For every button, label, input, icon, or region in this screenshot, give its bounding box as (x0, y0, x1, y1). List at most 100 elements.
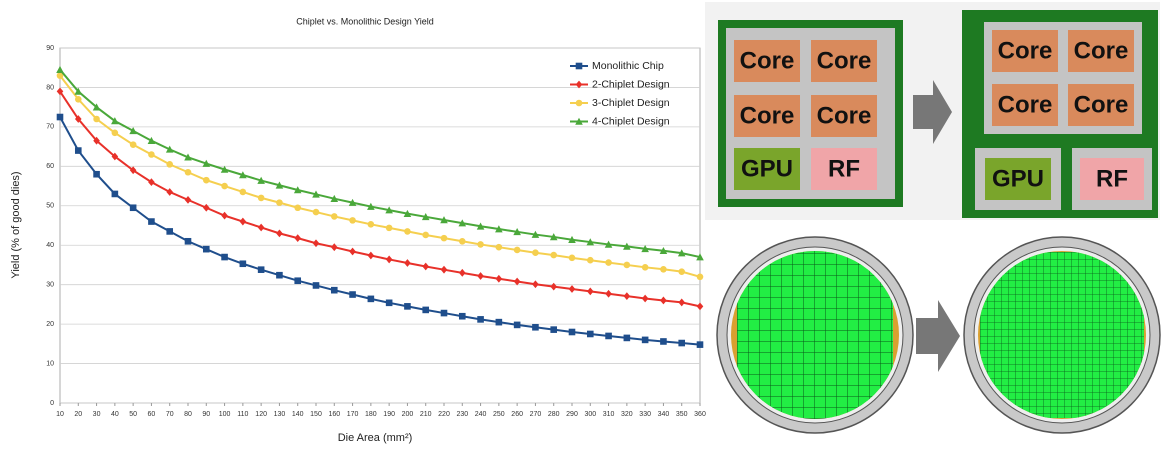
marker (111, 117, 119, 125)
x-tick-label: 190 (383, 411, 395, 418)
marker (312, 239, 320, 248)
marker (202, 159, 211, 167)
marker (294, 234, 302, 243)
x-tick-label: 310 (603, 411, 615, 418)
marker (385, 206, 393, 214)
marker (623, 261, 631, 269)
marker (513, 277, 521, 286)
x-tick-label: 200 (402, 411, 414, 418)
marker (513, 228, 521, 236)
marker (532, 249, 539, 257)
marker (605, 259, 612, 266)
marker (92, 103, 101, 111)
marker (385, 224, 393, 232)
marker (202, 245, 210, 253)
marker (641, 264, 649, 271)
marker (293, 186, 302, 194)
marker (276, 199, 283, 206)
marker (604, 240, 613, 248)
marker (312, 208, 320, 216)
marker (56, 65, 64, 73)
y-tick-label: 30 (46, 282, 54, 289)
gpu-label: GPU (741, 155, 793, 182)
marker (404, 303, 411, 310)
marker (659, 246, 668, 255)
marker (111, 190, 119, 198)
marker (623, 242, 631, 250)
x-tick-label: 230 (456, 411, 468, 418)
x-tick-label: 140 (292, 411, 304, 418)
marker (586, 238, 595, 246)
marker (276, 271, 283, 279)
marker (74, 87, 83, 95)
marker (495, 225, 503, 233)
marker (641, 294, 649, 303)
x-tick-label: 50 (129, 411, 137, 418)
chart-title: Chiplet vs. Monolithic Design Yield (296, 16, 434, 26)
marker (129, 204, 137, 212)
core-label: Core (740, 47, 795, 74)
marker (367, 221, 375, 228)
marker (56, 72, 64, 79)
marker (696, 341, 704, 348)
chart: Chiplet vs. Monolithic Design Yield Die … (10, 16, 706, 444)
marker (678, 268, 686, 275)
core-label: Core (998, 37, 1053, 64)
marker (239, 260, 247, 268)
core-block (1068, 30, 1134, 72)
x-tick-label: 170 (347, 411, 359, 418)
gpu-label: GPU (992, 165, 1044, 192)
marker (696, 273, 704, 281)
marker (586, 287, 594, 296)
marker (111, 129, 119, 137)
marker (257, 194, 265, 202)
x-tick-label: 120 (255, 411, 267, 418)
marker (513, 321, 521, 329)
marker (495, 243, 503, 251)
marker (458, 237, 466, 245)
marker (586, 330, 594, 338)
marker (550, 251, 558, 259)
marker (421, 213, 430, 221)
x-tick-label: 30 (93, 411, 101, 418)
marker (349, 291, 356, 298)
marker (404, 228, 411, 235)
x-tick-label: 180 (365, 411, 377, 418)
marker (330, 194, 339, 202)
arrow (916, 300, 960, 372)
y-tick-label: 10 (46, 360, 54, 367)
marker (148, 218, 155, 225)
x-tick-label: 60 (148, 411, 156, 418)
x-axis-label: Die Area (mm²) (338, 432, 413, 444)
core-block (1068, 84, 1134, 126)
legend-label: 4-Chiplet Design (592, 115, 670, 127)
x-tick-label: 350 (676, 411, 688, 418)
core-block (811, 95, 877, 137)
marker (605, 289, 612, 298)
marker (550, 282, 558, 291)
marker (93, 115, 100, 123)
marker (330, 286, 338, 294)
x-tick-label: 260 (511, 411, 523, 418)
marker (495, 274, 503, 283)
x-tick-label: 40 (111, 411, 119, 418)
marker (184, 168, 192, 176)
gpu-block (734, 148, 800, 190)
marker (257, 176, 265, 184)
marker (184, 153, 192, 161)
x-tick-label: 220 (438, 411, 450, 418)
marker (477, 241, 484, 248)
marker (220, 165, 229, 173)
core-label: Core (817, 102, 872, 129)
marker (568, 235, 576, 243)
core-label: Core (1074, 37, 1129, 64)
marker (440, 216, 448, 224)
marker (330, 243, 338, 252)
marker (477, 272, 484, 280)
x-tick-label: 20 (74, 411, 82, 418)
x-tick-label: 240 (475, 411, 487, 418)
core-label: Core (998, 91, 1053, 118)
y-tick-label: 20 (46, 321, 54, 328)
marker (586, 256, 594, 264)
marker (422, 306, 430, 314)
